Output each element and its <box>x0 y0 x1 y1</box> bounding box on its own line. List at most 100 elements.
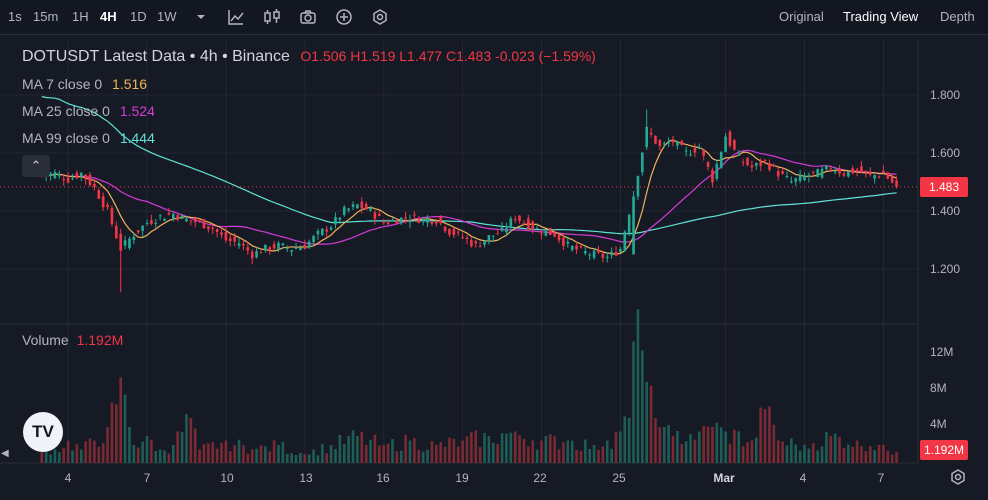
volume-bar <box>132 445 136 463</box>
timeframe-1d[interactable]: 1D <box>130 9 147 24</box>
volume-bar <box>167 453 171 463</box>
volume-bar <box>882 445 885 463</box>
volume-bar <box>667 425 670 463</box>
gear-icon[interactable] <box>948 467 968 487</box>
candle-body <box>855 169 859 171</box>
candle-body <box>294 248 298 250</box>
candle-body <box>868 172 872 175</box>
timeframe-1h[interactable]: 1H <box>72 9 89 24</box>
ma99-legend[interactable]: MA 99 close 0 1.444 <box>22 130 155 146</box>
volume-bar <box>79 449 83 463</box>
candle-body <box>342 206 346 215</box>
tradingview-logo[interactable]: TV <box>23 412 63 452</box>
candle-body <box>724 136 727 153</box>
volume-bar <box>40 445 44 463</box>
price-tick: 1.800 <box>930 88 961 102</box>
candle-body <box>71 177 74 179</box>
candle-body <box>860 166 863 173</box>
volume-bar <box>435 445 438 463</box>
candle-body <box>597 250 600 253</box>
volume-bar <box>246 453 250 463</box>
timeframe-1w[interactable]: 1W <box>157 9 177 24</box>
volume-bar <box>224 440 228 463</box>
volume-bar <box>491 442 495 463</box>
timeframe-4h[interactable]: 4H <box>100 9 117 24</box>
volume-bar <box>553 436 556 463</box>
candle-body <box>671 140 675 143</box>
indicator-chart-icon[interactable] <box>226 7 246 27</box>
candle-body <box>132 236 136 240</box>
volume-bar <box>259 445 263 463</box>
chevron-up-icon: ⌃ <box>30 158 42 173</box>
candle-body <box>619 248 622 253</box>
volume-bar <box>807 448 811 463</box>
candle-body <box>531 221 535 230</box>
candle-body <box>163 218 166 221</box>
ma7-legend[interactable]: MA 7 close 0 1.516 <box>22 76 147 92</box>
candle-body <box>386 222 390 224</box>
candles-icon[interactable] <box>262 7 282 27</box>
volume-bar <box>785 445 789 463</box>
candle-body <box>250 251 254 259</box>
candle-body <box>321 228 324 235</box>
volume-bar <box>645 382 648 463</box>
candle-body <box>746 158 749 166</box>
volume-bar <box>58 452 61 463</box>
volume-bar <box>693 439 697 463</box>
settings-hex-icon[interactable] <box>370 7 390 27</box>
candle-body <box>811 171 815 173</box>
timeframe-dropdown-icon[interactable] <box>191 7 211 27</box>
candle-body <box>548 227 552 236</box>
volume-bar <box>544 435 548 463</box>
ma25-legend[interactable]: MA 25 close 0 1.524 <box>22 103 155 119</box>
candle-body <box>886 172 890 179</box>
candle-body <box>106 204 109 208</box>
volume-bar <box>518 435 521 463</box>
view-original[interactable]: Original <box>779 9 824 24</box>
volume-bar <box>277 445 280 463</box>
volume-bar <box>649 385 653 463</box>
timeframe-15m[interactable]: 15m <box>33 9 59 24</box>
volume-bar <box>781 441 784 463</box>
candle-body <box>684 150 688 152</box>
ma7-line <box>41 139 897 255</box>
x-tick: 10 <box>220 471 234 485</box>
candle-body <box>264 244 267 251</box>
collapse-legend-button[interactable]: ⌃ <box>22 155 50 177</box>
volume-bar <box>746 442 749 463</box>
candle-body <box>601 253 605 258</box>
candle-body <box>851 168 855 174</box>
volume-bar <box>776 440 780 463</box>
volume-bar <box>483 432 486 463</box>
timeframe-1s[interactable]: 1s <box>8 9 22 24</box>
candle-body <box>211 227 215 229</box>
volume-bar <box>106 427 109 463</box>
scroll-left-icon[interactable]: ◀ <box>1 448 9 459</box>
add-indicator-icon[interactable] <box>334 7 354 27</box>
volume-bar <box>299 452 302 463</box>
view-depth[interactable]: Depth <box>940 9 975 24</box>
candle-body <box>88 174 92 186</box>
volume-bar <box>636 309 640 463</box>
volume-bar <box>338 435 342 463</box>
volume-bar <box>110 402 114 463</box>
candle-body <box>491 235 495 237</box>
volume-bar <box>281 441 285 463</box>
candle-body <box>623 231 627 251</box>
volume-bar <box>886 450 890 463</box>
candle-body <box>474 241 478 244</box>
volume-bar <box>373 434 377 463</box>
ma25-line <box>41 149 897 245</box>
volume-bar <box>487 436 491 463</box>
volume-bar <box>548 434 552 463</box>
candle-body <box>676 141 679 146</box>
candle-body <box>110 208 114 225</box>
volume-bar <box>505 433 508 463</box>
camera-icon[interactable] <box>298 7 318 27</box>
chart-legend-title: DOTUSDT Latest Data • 4h • Binance O1.50… <box>22 48 596 65</box>
volume-bar <box>470 432 473 463</box>
candle-body <box>285 247 289 249</box>
view-trading-view[interactable]: Trading View <box>843 9 919 24</box>
volume-bar <box>706 426 710 463</box>
